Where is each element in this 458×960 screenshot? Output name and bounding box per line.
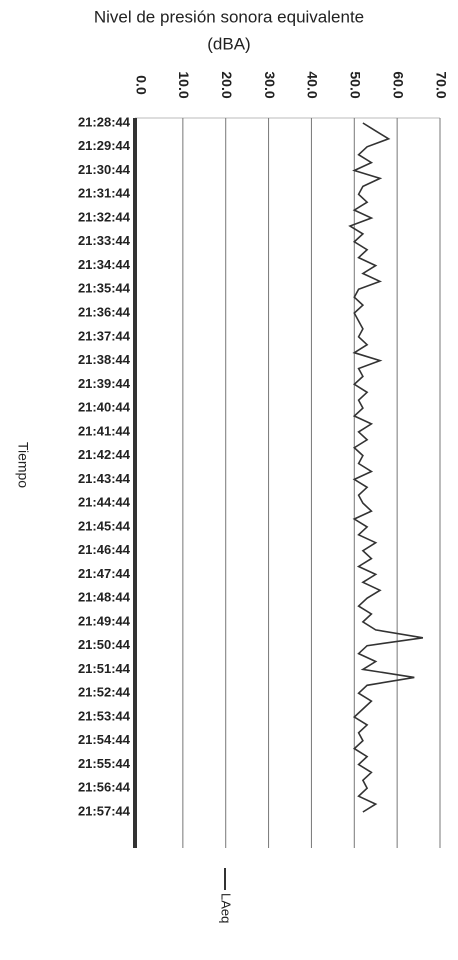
y-tick-label: 21:56:44 bbox=[78, 780, 131, 795]
chart-title: (dBA) bbox=[207, 34, 250, 53]
y-tick-label: 21:34:44 bbox=[78, 257, 131, 272]
y-tick-label: 21:52:44 bbox=[78, 685, 131, 700]
y-tick-label: 21:28:44 bbox=[78, 114, 131, 129]
x-tick-label: 30.0 bbox=[262, 71, 278, 98]
x-tick-label: 60.0 bbox=[390, 71, 406, 98]
x-tick-label: 70.0 bbox=[433, 71, 449, 98]
y-tick-label: 21:33:44 bbox=[78, 233, 131, 248]
data-line bbox=[348, 122, 424, 813]
y-tick-label: 21:45:44 bbox=[78, 518, 131, 533]
y-tick-label: 21:35:44 bbox=[78, 281, 131, 296]
y-tick-label: 21:47:44 bbox=[78, 566, 131, 581]
y-tick-label: 21:31:44 bbox=[78, 186, 131, 201]
x-tick-label: 10.0 bbox=[176, 71, 192, 98]
axis-title: Tiempo bbox=[15, 442, 31, 488]
y-tick-label: 21:38:44 bbox=[78, 352, 131, 367]
y-tick-label: 21:50:44 bbox=[78, 637, 131, 652]
legend-label: LAeq bbox=[219, 893, 234, 923]
y-tick-label: 21:49:44 bbox=[78, 613, 131, 628]
x-tick-label: 50.0 bbox=[348, 71, 364, 98]
x-tick-label: 20.0 bbox=[219, 71, 235, 98]
y-tick-label: 21:29:44 bbox=[78, 138, 131, 153]
y-tick-label: 21:55:44 bbox=[78, 756, 131, 771]
y-tick-label: 21:30:44 bbox=[78, 162, 131, 177]
chart-title: Nivel de presión sonora equivalente bbox=[94, 7, 364, 26]
y-tick-label: 21:37:44 bbox=[78, 328, 131, 343]
y-tick-label: 21:48:44 bbox=[78, 590, 131, 605]
x-tick-label: 40.0 bbox=[305, 71, 321, 98]
y-tick-label: 21:43:44 bbox=[78, 471, 131, 486]
y-tick-label: 21:46:44 bbox=[78, 542, 131, 557]
y-tick-label: 21:42:44 bbox=[78, 447, 131, 462]
y-tick-label: 21:57:44 bbox=[78, 803, 131, 818]
y-tick-label: 21:51:44 bbox=[78, 661, 131, 676]
y-tick-label: 21:53:44 bbox=[78, 708, 131, 723]
y-tick-label: 21:39:44 bbox=[78, 376, 131, 391]
y-tick-label: 21:32:44 bbox=[78, 209, 131, 224]
y-tick-label: 21:44:44 bbox=[78, 495, 131, 510]
x-tick-label: 0.0 bbox=[133, 75, 149, 95]
y-tick-label: 21:36:44 bbox=[78, 305, 131, 320]
y-tick-label: 21:54:44 bbox=[78, 732, 131, 747]
y-tick-label: 21:41:44 bbox=[78, 423, 131, 438]
y-tick-label: 21:40:44 bbox=[78, 400, 131, 415]
